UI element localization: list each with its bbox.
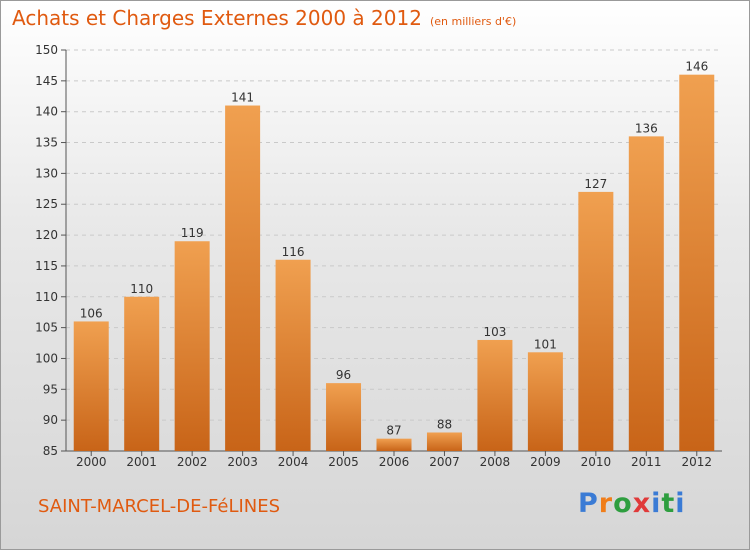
x-tick-label: 2000 <box>76 455 107 469</box>
x-tick-label: 2006 <box>379 455 410 469</box>
y-tick-label: 105 <box>35 321 58 335</box>
bar <box>174 241 210 451</box>
bar <box>477 339 513 451</box>
x-tick-label: 2003 <box>227 455 258 469</box>
y-tick-label: 145 <box>35 74 58 88</box>
x-tick-label: 2008 <box>480 455 511 469</box>
data-label: 101 <box>534 337 557 351</box>
bar <box>124 296 160 451</box>
logo-letter: x <box>632 488 652 519</box>
data-label: 146 <box>685 60 708 74</box>
data-label: 103 <box>483 325 506 339</box>
chart-unit: (en milliers d'€) <box>429 15 517 28</box>
x-tick-label: 2010 <box>581 455 612 469</box>
bar <box>275 259 311 451</box>
y-tick-label: 140 <box>35 105 58 119</box>
y-tick-label: 90 <box>43 413 58 427</box>
x-tick-label: 2001 <box>126 455 157 469</box>
logo-letter: o <box>613 488 633 519</box>
chart-title-text: Achats et Charges Externes 2000 à 2012 <box>12 6 422 30</box>
bar <box>578 191 614 451</box>
data-label: 88 <box>437 417 452 431</box>
y-tick-label: 130 <box>35 166 58 180</box>
x-tick-label: 2009 <box>530 455 561 469</box>
y-tick-label: 120 <box>35 228 58 242</box>
y-tick-label: 110 <box>35 290 58 304</box>
y-tick-label: 115 <box>35 259 58 273</box>
proxiti-logo: Proxiti <box>578 488 686 519</box>
data-label: 116 <box>282 245 305 259</box>
logo-letter: i <box>675 488 686 519</box>
x-tick-label: 2007 <box>429 455 460 469</box>
y-tick-label: 85 <box>43 444 58 458</box>
data-label: 136 <box>635 121 658 135</box>
logo-letter: i <box>651 488 662 519</box>
bar <box>527 352 563 451</box>
x-tick-label: 2004 <box>278 455 309 469</box>
bar <box>628 136 664 451</box>
chart-title: Achats et Charges Externes 2000 à 2012 (e… <box>12 6 516 30</box>
data-label: 119 <box>181 226 204 240</box>
y-tick-label: 125 <box>35 197 58 211</box>
y-tick-label: 135 <box>35 136 58 150</box>
data-label: 96 <box>336 368 351 382</box>
x-tick-label: 2005 <box>328 455 359 469</box>
bar <box>73 321 109 451</box>
bar <box>679 74 715 451</box>
logo-letter: P <box>578 488 599 519</box>
bar <box>326 383 362 451</box>
x-tick-label: 2012 <box>681 455 712 469</box>
bar <box>376 438 412 451</box>
y-tick-label: 95 <box>43 382 58 396</box>
data-label: 87 <box>386 424 401 438</box>
bar <box>225 105 261 452</box>
y-tick-label: 150 <box>35 43 58 57</box>
data-label: 110 <box>130 282 153 296</box>
data-label: 141 <box>231 91 254 105</box>
y-tick-label: 100 <box>35 351 58 365</box>
commune-name: SAINT-MARCEL-DE-FéLINES <box>38 496 281 517</box>
x-tick-label: 2011 <box>631 455 662 469</box>
logo-letter: t <box>661 488 676 519</box>
data-label: 127 <box>584 177 607 191</box>
bar <box>426 432 462 451</box>
x-tick-label: 2002 <box>177 455 208 469</box>
logo-letter: r <box>598 488 614 519</box>
data-label: 106 <box>80 306 103 320</box>
